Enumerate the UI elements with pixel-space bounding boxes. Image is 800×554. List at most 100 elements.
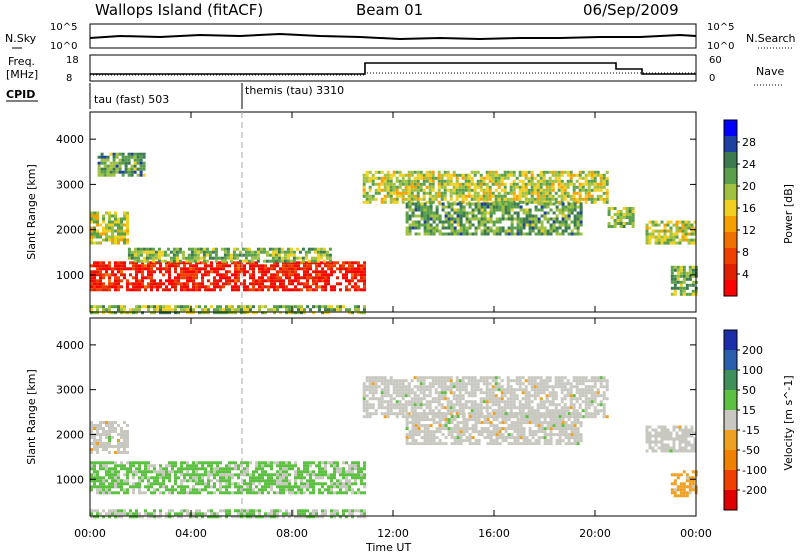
velocity-cell-region-0 — [228, 464, 231, 468]
velocity-cell-region-4 — [531, 412, 535, 416]
velocity-cell-region-0 — [180, 473, 183, 477]
power-cell-region-5 — [395, 194, 399, 198]
velocity-cell-region-4 — [504, 415, 508, 419]
power-cell-region-5 — [404, 179, 408, 183]
velocity-cell-region-4 — [510, 433, 514, 437]
velocity-cell-region-0 — [105, 488, 108, 492]
power-cell-region-5 — [521, 200, 525, 204]
power-cell-region-2 — [105, 223, 108, 227]
power-cell-region-6 — [432, 226, 436, 230]
power-cell-region-1 — [156, 305, 159, 309]
velocity-cell-region-1 — [192, 512, 195, 516]
velocity-cell-region-4 — [423, 427, 427, 431]
power-cell-region-2 — [96, 241, 99, 245]
power-cell-region-5 — [404, 173, 408, 177]
power-cell-region-5 — [599, 176, 603, 180]
nsky-trace — [89, 32, 697, 41]
velocity-cell-region-0 — [195, 479, 198, 483]
velocity-cell-region-0 — [222, 479, 225, 483]
velocity-cell-region-3 — [473, 400, 477, 404]
velocity-cell-region-4 — [528, 439, 532, 443]
velocity-cell-region-0 — [174, 464, 177, 468]
power-cell-region-5 — [407, 170, 411, 174]
power-cell-region-5 — [494, 176, 498, 180]
power-cell-region-0 — [108, 279, 111, 283]
power-cell-region-4 — [178, 259, 182, 263]
power-cell-region-5 — [584, 179, 588, 183]
velocity-cell-region-3 — [581, 382, 585, 386]
power-cell-region-5 — [476, 185, 480, 189]
power-cell-region-1 — [189, 311, 192, 315]
power-cell-region-3 — [139, 164, 143, 168]
power-cell-region-4 — [145, 250, 149, 254]
velocity-cell-region-0 — [300, 491, 303, 495]
velocity-cell-region-4 — [414, 412, 418, 416]
velocity-cell-region-0 — [219, 479, 222, 483]
velocity-cell-region-0 — [258, 491, 261, 495]
power-cell-region-0 — [357, 270, 360, 274]
power-cell-region-5 — [365, 170, 369, 174]
velocity-cell-region-3 — [398, 403, 402, 407]
power-cell-region-0 — [147, 285, 150, 289]
power-cell-region-0 — [183, 282, 186, 286]
power-cell-region-0 — [153, 264, 156, 268]
power-cell-region-8 — [663, 238, 667, 242]
power-cell-region-5 — [521, 185, 525, 189]
velocity-cell-region-3 — [416, 388, 420, 392]
power-cell-region-6 — [456, 208, 460, 212]
velocity-cell-region-0 — [120, 461, 123, 465]
power-cell-region-5 — [593, 188, 597, 192]
power-cell-region-0 — [306, 276, 309, 280]
velocity-cell-region-0 — [135, 470, 138, 474]
velocity-cell-region-0 — [162, 470, 165, 474]
velocity-cell-region-4 — [471, 415, 475, 419]
power-cell-region-5 — [527, 182, 531, 186]
power-cell-region-5 — [371, 194, 375, 198]
power-cell-region-5 — [386, 194, 390, 198]
velocity-cell-region-1 — [336, 512, 339, 516]
power-cell-region-1 — [228, 308, 231, 312]
power-cell-region-3 — [139, 152, 143, 156]
power-cell-region-6 — [450, 229, 454, 233]
power-cell-region-6 — [552, 211, 556, 215]
power-cell-region-5 — [557, 200, 561, 204]
power-cell-region-6 — [507, 229, 511, 233]
power-cell-region-4 — [175, 247, 179, 251]
power-cell-region-6 — [510, 205, 514, 209]
velocity-cell-region-4 — [474, 424, 478, 428]
power-cell-region-4 — [220, 259, 224, 263]
velocity-cell-region-3 — [560, 391, 564, 395]
power-cell-region-0 — [225, 270, 228, 274]
power-cell-region-4 — [205, 259, 209, 263]
power-cell-region-5 — [554, 170, 558, 174]
power-cell-region-0 — [285, 285, 288, 289]
velocity-cell-region-3 — [443, 376, 447, 380]
power-cell-region-6 — [573, 220, 577, 224]
power-cell-region-0 — [99, 279, 102, 283]
velocity-cell-region-4 — [432, 430, 436, 434]
power-cell-region-1 — [156, 308, 159, 312]
velocity-cell-region-0 — [120, 482, 123, 486]
power-cell-region-5 — [521, 170, 525, 174]
power-cell-region-4 — [274, 253, 278, 257]
power-cell-region-2 — [123, 214, 126, 218]
power-cell-region-5 — [470, 194, 474, 198]
velocity-cell-region-4 — [447, 433, 451, 437]
velocity-cell-region-0 — [264, 464, 267, 468]
velocity-cell-region-0 — [201, 473, 204, 477]
power-cell-region-9 — [688, 283, 692, 287]
velocity-cell-region-0 — [279, 473, 282, 477]
power-cell-region-6 — [486, 220, 490, 224]
power-cell-region-6 — [411, 226, 415, 230]
velocity-cell-region-4 — [426, 412, 430, 416]
velocity-cell-region-1 — [114, 515, 117, 519]
velocity-cell-region-0 — [279, 476, 282, 480]
power-cell-region-2 — [93, 226, 96, 230]
power-cell-region-0 — [189, 273, 192, 277]
power-cell-region-1 — [306, 305, 309, 309]
velocity-cell-region-3 — [398, 394, 402, 398]
velocity-cell-region-4 — [507, 418, 511, 422]
velocity-cell-region-0 — [156, 488, 159, 492]
velocity-cell-region-0 — [228, 473, 231, 477]
power-cell-region-6 — [444, 226, 448, 230]
